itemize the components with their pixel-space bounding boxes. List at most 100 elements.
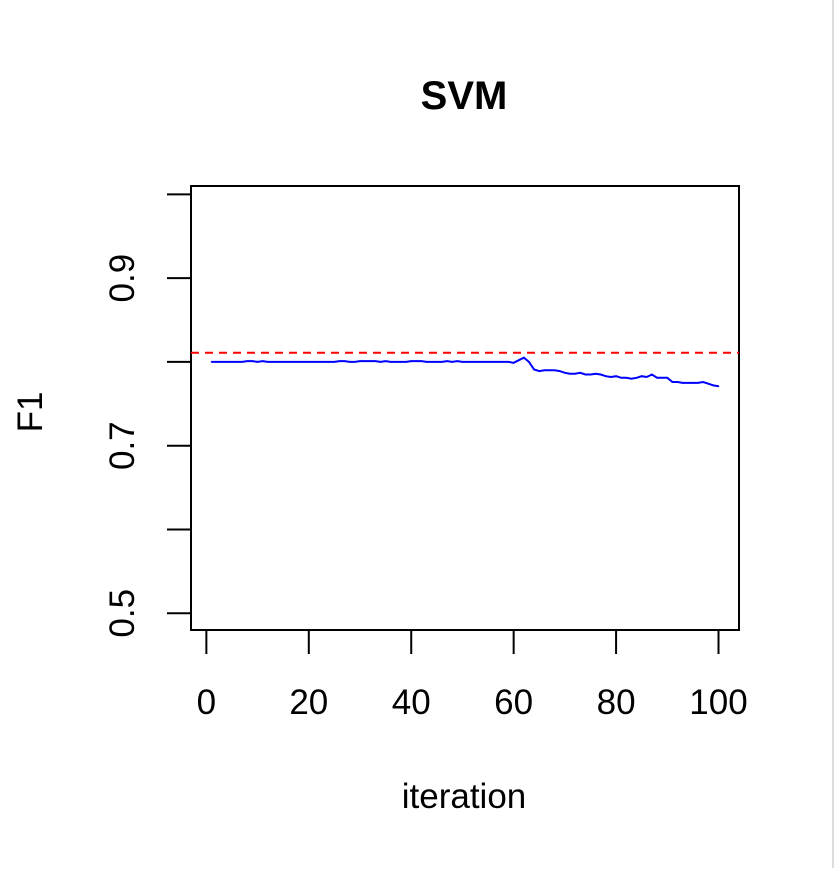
y-axis-label: F1	[11, 392, 50, 433]
series-point	[338, 360, 341, 362]
x-tick-label: 20	[289, 683, 328, 722]
y-tick-label: 0.7	[103, 421, 142, 470]
series-point	[543, 369, 546, 372]
series-point	[692, 382, 694, 384]
x-tick-label: 0	[197, 683, 216, 722]
series-point	[594, 372, 597, 375]
x-tick-label: 80	[597, 683, 636, 722]
y-axis: 0.5 0.7 0.9	[103, 193, 192, 638]
series-point	[518, 359, 520, 362]
series-point	[687, 382, 689, 384]
plot-area	[191, 351, 739, 388]
series-point	[359, 360, 361, 362]
series-point	[220, 361, 223, 363]
series-point	[574, 372, 576, 375]
series-point	[328, 361, 331, 363]
series-point	[374, 360, 377, 362]
series-point	[584, 373, 587, 376]
series-point	[451, 361, 454, 363]
series-point	[646, 376, 648, 378]
series-point	[277, 361, 279, 363]
series-point	[297, 361, 300, 363]
chart-title: SVM	[421, 74, 508, 118]
series-point	[226, 361, 228, 363]
series-point	[441, 361, 443, 363]
series-point	[589, 373, 592, 376]
series-line	[211, 356, 719, 388]
x-tick-label: 100	[689, 683, 747, 722]
series-point	[564, 372, 566, 374]
series-point	[446, 360, 448, 362]
series-point	[666, 377, 669, 379]
series-point	[333, 361, 336, 363]
series-point	[676, 381, 679, 383]
series-point	[384, 360, 387, 362]
series-point	[615, 375, 617, 378]
series-point	[656, 377, 658, 379]
series-point	[313, 361, 315, 363]
series-point	[308, 361, 310, 363]
series-point	[400, 361, 402, 363]
series-point	[420, 360, 423, 362]
series-point	[461, 361, 464, 363]
series-point	[251, 360, 254, 362]
series-point	[523, 356, 525, 359]
series-point	[640, 375, 643, 378]
series-point	[630, 377, 633, 380]
series-point	[349, 361, 351, 363]
series-point	[323, 361, 326, 363]
series-point	[620, 377, 622, 379]
series-point	[405, 361, 407, 363]
series-point	[579, 372, 581, 374]
series-point	[354, 361, 356, 363]
series-point	[231, 361, 233, 363]
series-point	[292, 361, 295, 363]
series-point	[651, 373, 653, 376]
series-point	[282, 361, 285, 363]
y-tick-label: 0.5	[103, 589, 142, 638]
series-point	[712, 384, 715, 387]
series-point	[395, 361, 397, 363]
series-point	[697, 382, 699, 384]
series-point	[389, 361, 392, 363]
series-point	[236, 361, 238, 363]
series-point	[717, 385, 720, 388]
series-point	[605, 375, 607, 378]
x-axis-label: iteration	[402, 777, 527, 816]
series-point	[215, 361, 218, 363]
series-point	[318, 361, 320, 363]
series-point	[287, 361, 290, 363]
series-point	[369, 360, 372, 362]
series-point	[487, 361, 489, 363]
series-point	[528, 361, 530, 363]
series-point	[661, 377, 663, 379]
series-point	[625, 377, 628, 379]
series-point	[492, 361, 495, 363]
series-point	[261, 360, 264, 362]
y-tick-label: 0.9	[103, 254, 142, 303]
series-point	[707, 382, 710, 385]
series-point	[456, 360, 459, 362]
series-point	[512, 362, 515, 364]
series-point	[256, 361, 259, 363]
series-point	[343, 360, 346, 362]
series-point	[610, 376, 612, 378]
series-point	[502, 361, 505, 363]
series-point	[272, 361, 274, 363]
series-point	[241, 361, 243, 363]
series-point	[599, 373, 602, 376]
series-point	[210, 361, 213, 363]
series-point	[497, 361, 500, 363]
series-point	[507, 361, 510, 363]
series-point	[538, 370, 541, 372]
series-point	[702, 381, 704, 383]
series-point	[671, 381, 674, 383]
series-point	[635, 377, 638, 379]
plot-frame	[190, 185, 740, 631]
series-point	[246, 360, 249, 362]
series-point	[681, 382, 684, 384]
series-point	[477, 361, 479, 363]
series-point	[569, 372, 571, 375]
series-point	[533, 368, 535, 371]
